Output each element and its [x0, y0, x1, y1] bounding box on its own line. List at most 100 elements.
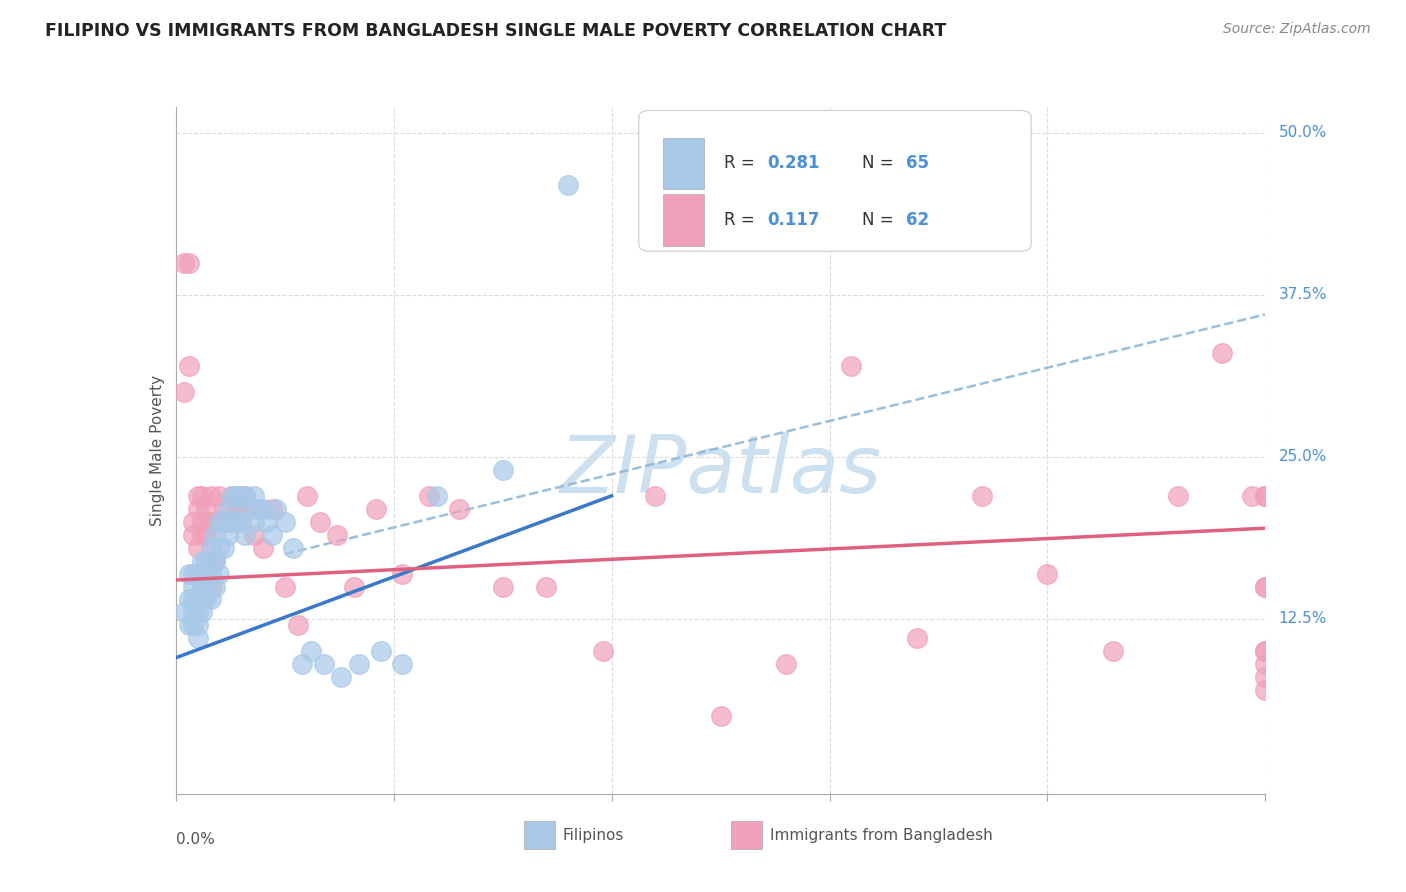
FancyBboxPatch shape	[662, 138, 704, 189]
Point	[592, 644, 614, 658]
Point	[1254, 683, 1277, 698]
Point	[181, 515, 204, 529]
Point	[186, 489, 209, 503]
Point	[200, 489, 222, 503]
Point	[970, 489, 993, 503]
Point	[1036, 566, 1059, 581]
Point	[225, 489, 247, 503]
Point	[186, 501, 209, 516]
Point	[308, 515, 330, 529]
Point	[1254, 489, 1277, 503]
Point	[191, 515, 214, 529]
Point	[181, 527, 204, 541]
Point	[330, 670, 353, 684]
Point	[208, 566, 231, 581]
Point	[204, 580, 226, 594]
Point	[291, 657, 314, 672]
Point	[235, 489, 257, 503]
Text: 25.0%: 25.0%	[1278, 450, 1327, 465]
Point	[260, 527, 283, 541]
Point	[212, 541, 235, 555]
FancyBboxPatch shape	[662, 194, 704, 246]
Point	[1254, 489, 1277, 503]
Point	[225, 515, 247, 529]
Point	[186, 592, 209, 607]
Point	[195, 553, 218, 567]
Point	[195, 501, 218, 516]
Point	[256, 515, 278, 529]
Point	[274, 580, 297, 594]
Point	[1254, 644, 1277, 658]
Point	[326, 527, 349, 541]
Text: 0.0%: 0.0%	[176, 831, 215, 847]
Point	[295, 489, 318, 503]
Text: R =: R =	[724, 154, 759, 172]
Point	[173, 385, 195, 400]
Point	[208, 541, 231, 555]
Point	[195, 592, 218, 607]
Point	[274, 515, 297, 529]
Point	[225, 501, 247, 516]
Point	[283, 541, 305, 555]
Point	[243, 515, 266, 529]
Point	[221, 489, 243, 503]
Point	[200, 580, 222, 594]
Text: 65: 65	[905, 154, 929, 172]
Point	[186, 606, 209, 620]
Text: N =: N =	[862, 154, 898, 172]
Text: FILIPINO VS IMMIGRANTS FROM BANGLADESH SINGLE MALE POVERTY CORRELATION CHART: FILIPINO VS IMMIGRANTS FROM BANGLADESH S…	[45, 22, 946, 40]
Point	[235, 527, 257, 541]
Point	[191, 489, 214, 503]
FancyBboxPatch shape	[731, 822, 762, 849]
Point	[447, 501, 470, 516]
Point	[186, 618, 209, 632]
Point	[173, 255, 195, 269]
Point	[181, 618, 204, 632]
Point	[191, 580, 214, 594]
Point	[1102, 644, 1125, 658]
Point	[221, 489, 243, 503]
Point	[343, 580, 366, 594]
Text: 12.5%: 12.5%	[1278, 611, 1327, 626]
Point	[217, 527, 239, 541]
Point	[534, 580, 557, 594]
Point	[260, 501, 283, 516]
Point	[177, 566, 200, 581]
Point	[204, 553, 226, 567]
Point	[1167, 489, 1189, 503]
Point	[191, 566, 214, 581]
Point	[370, 644, 392, 658]
Point	[200, 566, 222, 581]
FancyBboxPatch shape	[638, 111, 1031, 252]
Point	[1254, 670, 1277, 684]
Text: N =: N =	[862, 211, 898, 228]
Point	[173, 606, 195, 620]
Point	[391, 657, 413, 672]
Point	[177, 255, 200, 269]
Point	[235, 489, 257, 503]
FancyBboxPatch shape	[524, 822, 555, 849]
Point	[177, 359, 200, 374]
Text: 0.117: 0.117	[768, 211, 820, 228]
Point	[200, 553, 222, 567]
Point	[418, 489, 440, 503]
Text: R =: R =	[724, 211, 759, 228]
Point	[181, 566, 204, 581]
Point	[492, 580, 515, 594]
Point	[186, 541, 209, 555]
Point	[1254, 657, 1277, 672]
Point	[191, 592, 214, 607]
Point	[231, 515, 253, 529]
Point	[195, 580, 218, 594]
Point	[204, 527, 226, 541]
Point	[299, 644, 322, 658]
Point	[905, 632, 928, 646]
Text: 50.0%: 50.0%	[1278, 126, 1327, 140]
Point	[186, 566, 209, 581]
Text: 37.5%: 37.5%	[1278, 287, 1327, 302]
Point	[195, 566, 218, 581]
Point	[264, 501, 287, 516]
Point	[181, 592, 204, 607]
Point	[557, 178, 579, 192]
Point	[177, 618, 200, 632]
